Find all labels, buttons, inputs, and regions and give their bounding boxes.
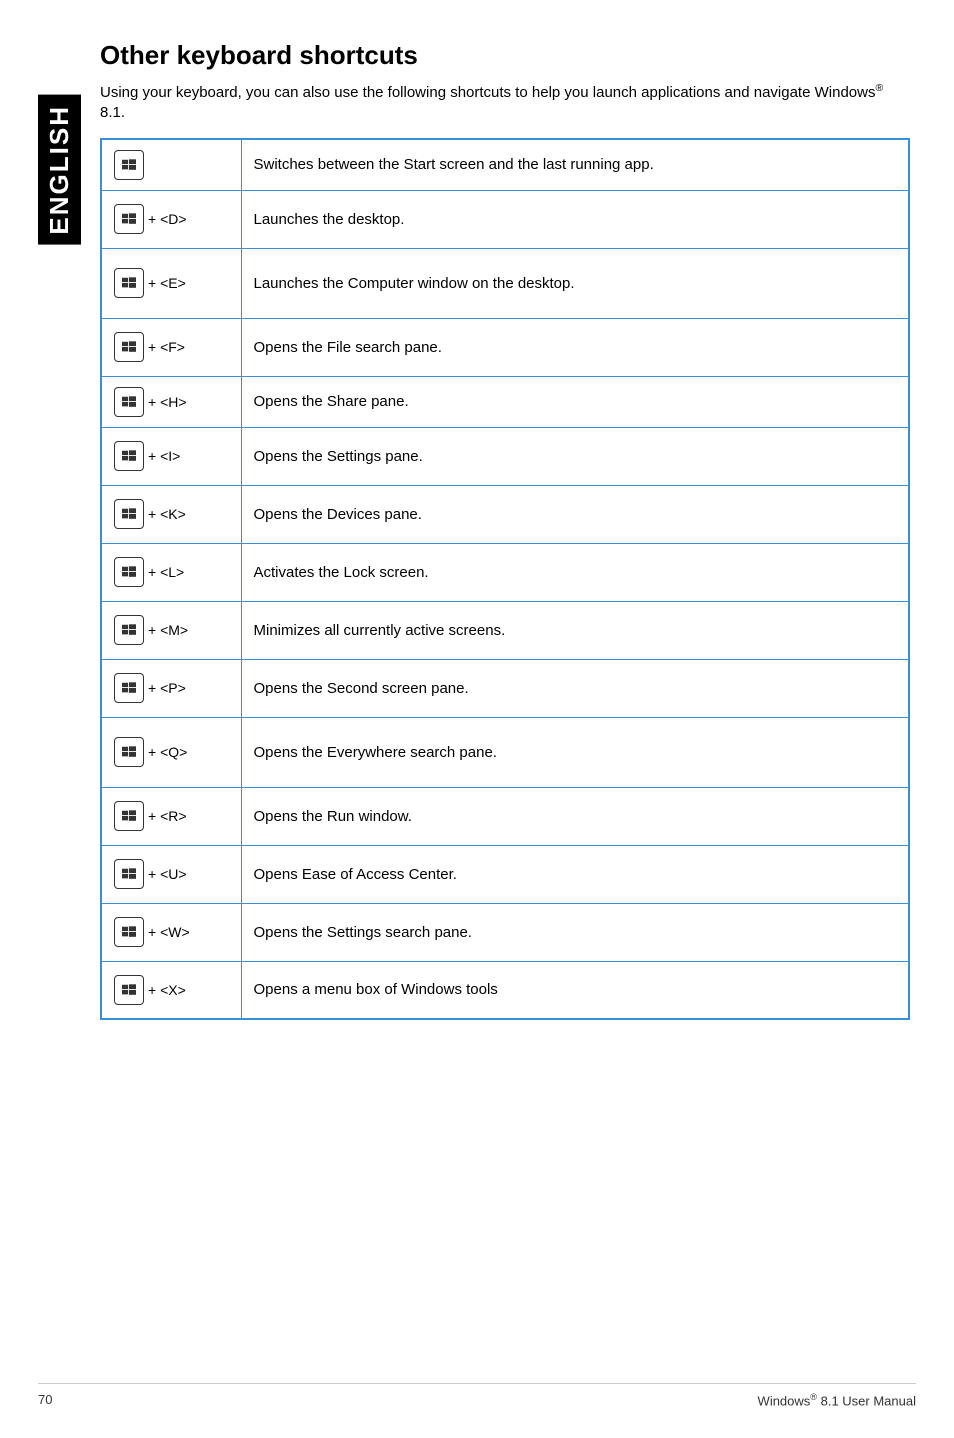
shortcut-description: Opens the Settings pane. [241, 427, 909, 485]
shortcut-key-cell: + <I> [101, 427, 241, 485]
windows-key-icon [114, 204, 144, 234]
shortcut-key-suffix: + <H> [148, 394, 187, 410]
shortcut-description: Activates the Lock screen. [241, 543, 909, 601]
shortcut-description: Launches the Computer window on the desk… [241, 248, 909, 318]
page-number: 70 [38, 1392, 52, 1408]
windows-key-icon [114, 673, 144, 703]
table-row: + <P> Opens the Second screen pane. [101, 659, 909, 717]
table-row: + <Q> Opens the Everywhere search pane. [101, 717, 909, 787]
windows-key-icon [114, 557, 144, 587]
shortcut-key-cell: + <H> [101, 376, 241, 427]
table-row: + <W> Opens the Settings search pane. [101, 903, 909, 961]
intro-registered: ® [875, 82, 883, 94]
shortcut-description: Opens the Second screen pane. [241, 659, 909, 717]
windows-key-icon [114, 975, 144, 1005]
table-row: + <U> Opens Ease of Access Center. [101, 845, 909, 903]
side-language-tab: ENGLISH [38, 95, 81, 245]
table-row: + <K> Opens the Devices pane. [101, 485, 909, 543]
table-row: + <X> Opens a menu box of Windows tools [101, 961, 909, 1019]
page-footer: 70 Windows® 8.1 User Manual [38, 1383, 916, 1408]
footer-product-pre: Windows [758, 1393, 811, 1408]
shortcut-key-cell [101, 139, 241, 191]
shortcut-description: Opens the Settings search pane. [241, 903, 909, 961]
shortcut-description: Launches the desktop. [241, 190, 909, 248]
table-row: + <I> Opens the Settings pane. [101, 427, 909, 485]
shortcut-key-suffix: + <P> [148, 680, 186, 696]
shortcuts-table: Switches between the Start screen and th… [100, 138, 910, 1021]
shortcut-description: Opens Ease of Access Center. [241, 845, 909, 903]
shortcut-description: Opens a menu box of Windows tools [241, 961, 909, 1019]
table-row: + <M> Minimizes all currently active scre… [101, 601, 909, 659]
intro-paragraph: Using your keyboard, you can also use th… [100, 81, 910, 124]
shortcut-description: Opens the Devices pane. [241, 485, 909, 543]
shortcut-key-suffix: + <Q> [148, 744, 187, 760]
shortcut-key-cell: + <P> [101, 659, 241, 717]
shortcut-key-suffix: + <R> [148, 808, 187, 824]
main-content: Other keyboard shortcuts Using your keyb… [100, 40, 910, 1020]
shortcut-key-cell: + <U> [101, 845, 241, 903]
windows-key-icon [114, 150, 144, 180]
intro-text-pre: Using your keyboard, you can also use th… [100, 84, 875, 101]
table-row: + <D> Launches the desktop. [101, 190, 909, 248]
table-row: Switches between the Start screen and th… [101, 139, 909, 191]
table-row: + <E> Launches the Computer window on the… [101, 248, 909, 318]
table-row: + <L> Activates the Lock screen. [101, 543, 909, 601]
windows-key-icon [114, 441, 144, 471]
windows-key-icon [114, 387, 144, 417]
intro-text-post: 8.1. [100, 104, 125, 121]
shortcut-description: Switches between the Start screen and th… [241, 139, 909, 191]
shortcut-description: Minimizes all currently active screens. [241, 601, 909, 659]
shortcut-key-suffix: + <K> [148, 506, 186, 522]
shortcut-key-suffix: + <D> [148, 211, 187, 227]
windows-key-icon [114, 615, 144, 645]
shortcut-key-suffix: + <U> [148, 866, 187, 882]
windows-key-icon [114, 859, 144, 889]
shortcut-description: Opens the Everywhere search pane. [241, 717, 909, 787]
footer-product: Windows® 8.1 User Manual [758, 1392, 916, 1408]
shortcut-key-cell: + <W> [101, 903, 241, 961]
shortcut-key-cell: + <L> [101, 543, 241, 601]
page-heading: Other keyboard shortcuts [100, 40, 910, 71]
shortcut-key-cell: + <Q> [101, 717, 241, 787]
windows-key-icon [114, 917, 144, 947]
windows-key-icon [114, 332, 144, 362]
shortcut-key-suffix: + <I> [148, 448, 180, 464]
shortcut-key-cell: + <F> [101, 318, 241, 376]
windows-key-icon [114, 268, 144, 298]
windows-key-icon [114, 499, 144, 529]
shortcut-key-cell: + <E> [101, 248, 241, 318]
footer-product-post: 8.1 User Manual [817, 1393, 916, 1408]
shortcut-key-suffix: + <M> [148, 622, 188, 638]
shortcut-key-suffix: + <L> [148, 564, 184, 580]
windows-key-icon [114, 737, 144, 767]
shortcut-description: Opens the File search pane. [241, 318, 909, 376]
windows-key-icon [114, 801, 144, 831]
shortcut-key-suffix: + <E> [148, 275, 186, 291]
shortcut-key-suffix: + <F> [148, 339, 185, 355]
shortcut-key-cell: + <K> [101, 485, 241, 543]
shortcut-key-cell: + <M> [101, 601, 241, 659]
shortcut-key-cell: + <X> [101, 961, 241, 1019]
shortcut-key-suffix: + <X> [148, 982, 186, 998]
shortcut-key-cell: + <D> [101, 190, 241, 248]
shortcut-key-cell: + <R> [101, 787, 241, 845]
table-row: + <R> Opens the Run window. [101, 787, 909, 845]
table-row: + <H> Opens the Share pane. [101, 376, 909, 427]
footer-registered: ® [810, 1392, 817, 1402]
table-row: + <F> Opens the File search pane. [101, 318, 909, 376]
shortcut-description: Opens the Share pane. [241, 376, 909, 427]
shortcut-description: Opens the Run window. [241, 787, 909, 845]
shortcut-key-suffix: + <W> [148, 924, 190, 940]
